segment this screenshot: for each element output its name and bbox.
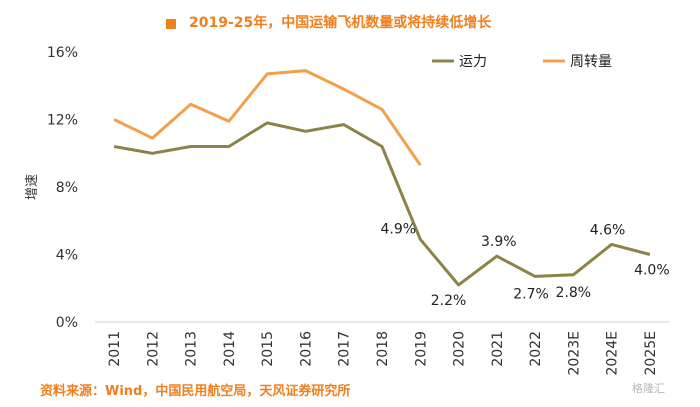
y-tick-label: 0%: [56, 315, 78, 331]
data-label: 3.9%: [481, 234, 517, 250]
x-tick-label: 2025E: [643, 331, 659, 375]
y-tick-label: 16%: [47, 45, 78, 61]
data-label: 2.7%: [513, 286, 549, 302]
x-tick-label: 2018: [375, 331, 391, 367]
x-tick-label: 2016: [298, 331, 314, 367]
legend: 运力 周转量: [432, 54, 612, 70]
legend-label-2: 周转量: [570, 54, 612, 70]
x-tick-label: 2021: [490, 331, 506, 367]
x-tick-label: 2023E: [566, 331, 582, 375]
series-lines: [113, 69, 651, 287]
y-tick-labels: 0% 4% 8% 12% 16%: [47, 45, 78, 331]
x-tick-label: 2019: [413, 331, 429, 367]
y-tick-label: 4%: [56, 248, 78, 264]
x-tick-label: 2024E: [605, 331, 621, 375]
data-label: 2.8%: [556, 285, 592, 301]
data-label: 4.0%: [634, 263, 670, 279]
y-tick-label: 12%: [47, 113, 78, 129]
y-axis-label: 增速: [25, 174, 40, 200]
x-tick-labels: 2011 2012 2013 2014 2015 2016 2017 2018 2019 2020…: [107, 331, 659, 376]
series-line-1: [113, 121, 651, 287]
x-tick-label: 2017: [337, 331, 353, 367]
watermark: 格隆汇: [632, 382, 665, 395]
title-bullet: [166, 19, 176, 29]
series-line-2: [113, 69, 422, 166]
x-tick-label: 2013: [184, 331, 200, 367]
x-tick-label: 2015: [260, 331, 276, 367]
y-axis-label-group: 增速: [25, 174, 40, 200]
data-labels: 4.9% 2.2% 3.9% 2.7% 2.8% 4.6% 4.0%: [380, 221, 669, 309]
x-tick-label: 2012: [145, 331, 161, 367]
data-label: 4.9%: [380, 221, 416, 237]
data-label: 2.2%: [431, 293, 467, 309]
x-tick-label: 2014: [222, 331, 238, 367]
source-note: 资料来源：Wind，中国民用航空局，天风证券研究所: [40, 384, 351, 399]
x-tick-label: 2022: [528, 331, 544, 367]
data-label: 4.6%: [590, 222, 626, 238]
chart-title: 2019-25年，中国运输飞机数量或将持续低增长: [189, 15, 492, 31]
legend-label-1: 运力: [459, 54, 487, 70]
x-tick-label: 2011: [107, 331, 123, 367]
y-tick-label: 8%: [56, 180, 78, 196]
x-tick-label: 2020: [452, 331, 468, 367]
